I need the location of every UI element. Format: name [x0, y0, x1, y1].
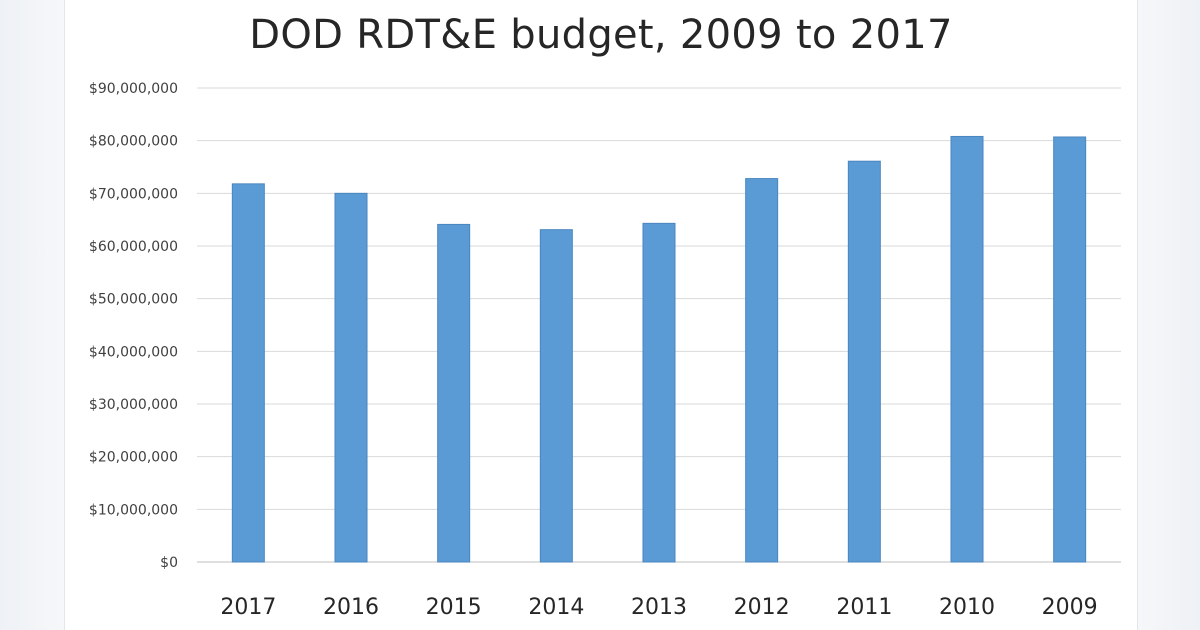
x-tick-label: 2011	[836, 595, 892, 620]
bar-chart: $0 $10,000,000 $20,000,000 $30,000,000 $40,0…	[89, 81, 1121, 620]
y-tick-label: $0	[160, 555, 178, 571]
x-tick-label: 2010	[939, 595, 995, 620]
x-tick-label: 2014	[528, 595, 584, 620]
y-tick-label: $50,000,000	[89, 292, 178, 308]
y-tick-label: $10,000,000	[89, 502, 178, 518]
y-tick-label: $90,000,000	[89, 81, 178, 97]
y-tick-label: $70,000,000	[89, 186, 178, 202]
x-tick-label: 2015	[426, 595, 482, 620]
y-tick-label: $80,000,000	[89, 134, 178, 150]
y-tick-label: $60,000,000	[89, 239, 178, 255]
y-tick-label: $20,000,000	[89, 450, 178, 466]
bar-2009	[1053, 136, 1087, 563]
bar-2014	[539, 229, 573, 563]
chart-panel: DOD RDT&E budget, 2009 to 2017 $0 $10,000…	[64, 0, 1138, 630]
chart-title: DOD RDT&E budget, 2009 to 2017	[249, 12, 953, 58]
bar-2011	[847, 160, 881, 563]
x-tick-label: 2009	[1042, 595, 1098, 620]
bar-2012	[745, 178, 779, 563]
bar-2010	[950, 135, 984, 563]
x-tick-label: 2017	[220, 595, 276, 620]
bar-2015	[437, 223, 471, 563]
y-tick-label: $40,000,000	[89, 344, 178, 360]
bar-2013	[642, 222, 676, 563]
bar-2016	[334, 192, 368, 563]
x-tick-label: 2012	[734, 595, 790, 620]
bar-2017	[231, 183, 265, 563]
x-tick-label: 2013	[631, 595, 687, 620]
x-tick-label: 2016	[323, 595, 379, 620]
y-tick-label: $30,000,000	[89, 397, 178, 413]
